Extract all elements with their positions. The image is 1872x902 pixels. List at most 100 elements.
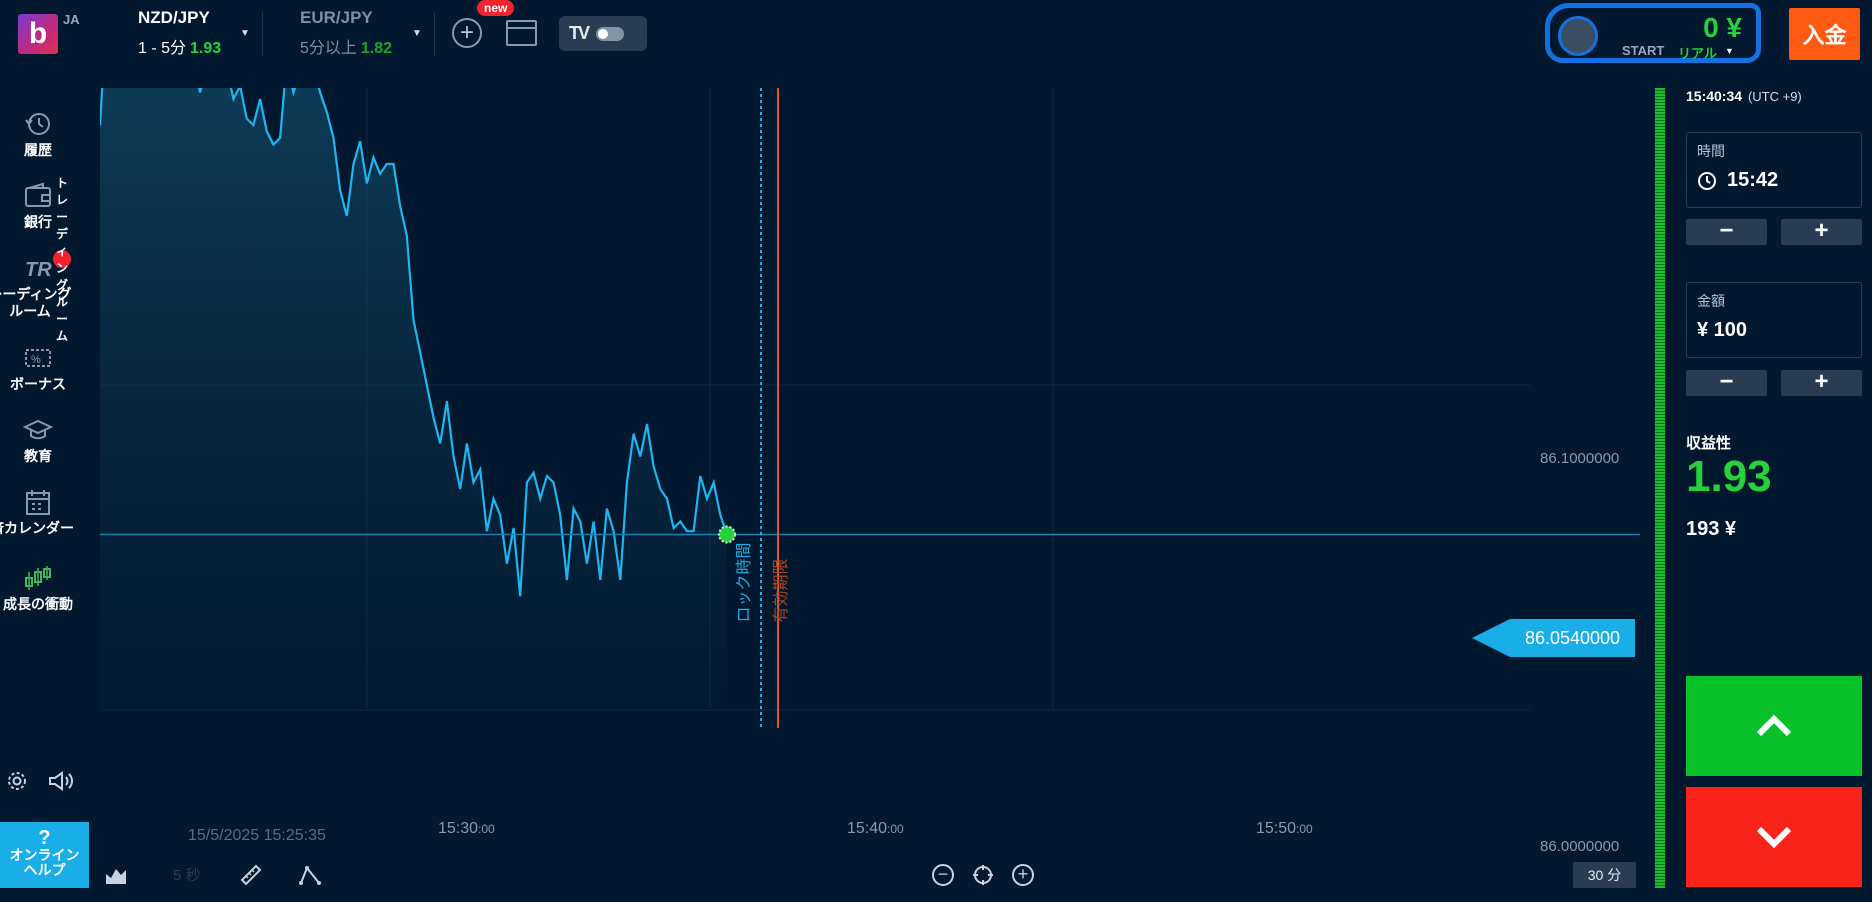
sidebar-item-bank[interactable]: 銀行 [0, 182, 76, 231]
account-balance: 0 ¥ [1703, 12, 1742, 43]
sidebar-item-education[interactable]: 教育 [0, 416, 76, 465]
asset-duration: 5分以上 1.82 [300, 40, 393, 57]
online-help-button[interactable]: ? オンライン ヘルプ [0, 822, 89, 888]
price-chart[interactable]: ロック時間 有効期限 [100, 88, 1640, 848]
profit-amount: 193 ¥ [1686, 518, 1737, 540]
price-area [100, 88, 727, 708]
sidebar-item-label: 成長の衝動 [3, 596, 73, 612]
current-price-dot [718, 525, 736, 544]
fit-screen-icon[interactable] [972, 864, 994, 886]
bonus-icon: % [25, 349, 51, 367]
svg-text:%: % [31, 354, 41, 366]
clock-icon [1698, 171, 1716, 190]
price-axis-label: 86.0000000 [1540, 838, 1620, 855]
time-axis-label: 15:50:00 [1256, 820, 1313, 837]
interval-selector[interactable]: 5 秒 [173, 867, 201, 884]
field-value: ¥ 100 [1697, 319, 1748, 341]
tradingview-toggle[interactable]: TV [559, 16, 647, 51]
divider [434, 12, 435, 56]
chevron-down-icon: ▼ [1725, 46, 1734, 56]
sidebar-item-history[interactable]: 履歴 [0, 110, 76, 159]
field-label: 金額 [1697, 293, 1725, 309]
asset-tab-nzdjpy[interactable]: NZD/JPY 1 - 5分 1.93 [138, 8, 221, 58]
chevron-down-icon[interactable]: ▼ [240, 28, 250, 39]
amount-increase-button[interactable]: + [1781, 370, 1862, 396]
help-icon: ? [38, 827, 51, 849]
history-icon [25, 113, 50, 135]
gear-icon[interactable] [6, 770, 28, 792]
lower-button[interactable] [1686, 787, 1862, 887]
asset-pair-label: EUR/JPY [300, 8, 373, 27]
zoom-in-button[interactable]: + [1012, 864, 1034, 886]
lock-time-label: ロック時間 [734, 542, 753, 622]
amount-decrease-button[interactable]: − [1686, 370, 1767, 396]
svg-text:TR: TR [25, 259, 52, 281]
expiry-label: 有効期限 [771, 558, 790, 622]
wallet-icon [25, 182, 51, 207]
asset-tab-eurjpy[interactable]: EUR/JPY 5分以上 1.82 [300, 8, 392, 58]
chart-toolbar: 5 秒 − + 30 分 [0, 858, 1640, 898]
amount-field[interactable]: 金額 ¥ 100 [1686, 282, 1862, 358]
avatar [1558, 16, 1598, 56]
divider [262, 12, 263, 56]
higher-button[interactable] [1686, 676, 1862, 776]
account-selector[interactable]: 0 ¥ START リアル ▼ [1545, 3, 1761, 63]
time-axis-label: 15:40:00 [847, 820, 904, 837]
deposit-button[interactable]: 入金 [1789, 8, 1860, 60]
asset-pair-label: NZD/JPY [138, 8, 210, 27]
sidebar-item-label: ボーナス [10, 376, 66, 392]
sidebar-item-label: 教育 [24, 448, 52, 464]
profitability-value: 1.93 [1686, 452, 1772, 501]
ruler-icon[interactable] [240, 864, 262, 886]
time-increase-button[interactable]: + [1781, 219, 1862, 245]
server-clock: 15:40:34 (UTC +9) [1686, 88, 1802, 104]
sound-icon[interactable] [48, 770, 74, 792]
sidebar-item-bonus[interactable]: % ボーナス [0, 344, 76, 393]
sidebar-item-label: 銀行 [24, 214, 52, 230]
growth-icon [25, 566, 51, 590]
current-price-tag: 86.0540000 [1472, 619, 1635, 657]
add-asset-button[interactable]: + [452, 18, 482, 48]
chevron-up-icon [1756, 714, 1792, 737]
field-value: 15:42 [1697, 169, 1851, 192]
expiry-time-field[interactable]: 時間 15:42 [1686, 132, 1862, 208]
profitability-label: 収益性 [1686, 435, 1732, 452]
tradingview-icon: TV [569, 23, 590, 43]
chevron-down-icon[interactable]: ▼ [412, 28, 422, 39]
time-decrease-button[interactable]: − [1686, 219, 1767, 245]
account-level: START [1622, 43, 1665, 58]
asset-duration: 1 - 5分 1.93 [138, 40, 222, 57]
alert-badge: トレーディング ルーム [53, 176, 71, 343]
sentiment-bar [1655, 88, 1665, 888]
drawing-tools-icon[interactable] [298, 864, 322, 886]
language-selector[interactable]: JA [63, 12, 80, 27]
help-label: ヘルプ [23, 862, 66, 878]
asset-payout: 1.82 [360, 40, 393, 57]
price-axis-label: 86.1000000 [1540, 450, 1620, 467]
sidebar-item-growth[interactable]: 成長の衝動 [0, 564, 76, 613]
layout-icon[interactable] [506, 20, 537, 46]
calendar-icon [26, 490, 50, 515]
zoom-out-button[interactable]: − [932, 864, 954, 886]
timeframe-button[interactable]: 30 分 [1573, 862, 1636, 888]
time-axis-label: 15:30:00 [438, 820, 495, 837]
sidebar-item-label: 履歴 [24, 142, 52, 158]
chart-type-icon[interactable] [104, 864, 128, 886]
field-label: 時間 [1697, 143, 1725, 159]
help-label: オンライン [9, 847, 80, 863]
chart-start-datetime: 15/5/2025 15:25:35 [188, 827, 326, 844]
asset-payout: 1.93 [190, 40, 222, 57]
new-badge: new [477, 0, 515, 16]
education-icon [23, 419, 53, 440]
brand-logo[interactable]: b [18, 14, 58, 54]
sidebar-item-calendar[interactable]: 済カレンダー [0, 488, 76, 537]
top-bar: b JA NZD/JPY 1 - 5分 1.93 ▼ EUR/JPY 5分以上 1.… [0, 0, 1872, 68]
sidebar-item-label: 済カレンダー [0, 520, 74, 536]
account-mode: リアル [1678, 46, 1717, 61]
trading-room-icon: TR [25, 259, 52, 281]
price-line [100, 88, 729, 597]
toggle-switch [596, 26, 625, 41]
